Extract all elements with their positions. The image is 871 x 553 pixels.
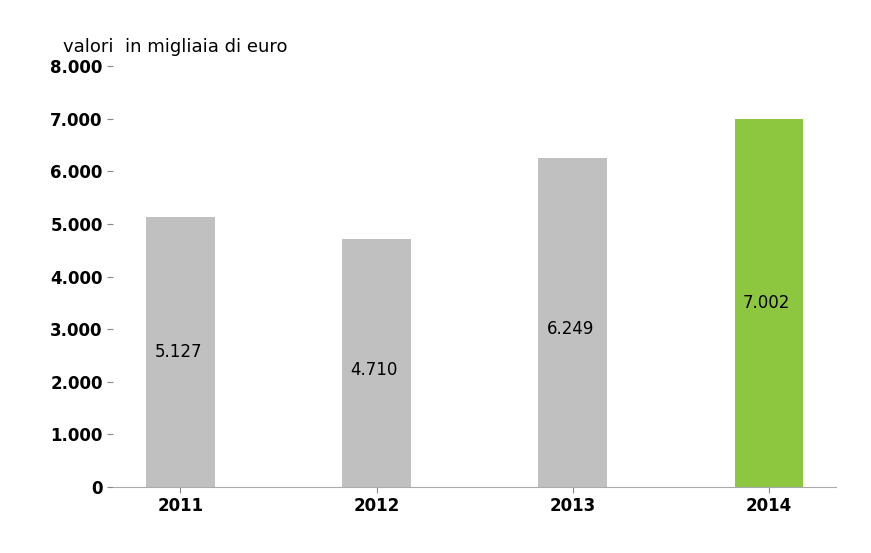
Text: valori  in migliaia di euro: valori in migliaia di euro: [63, 39, 287, 56]
Bar: [146, 217, 215, 487]
Text: 4.710: 4.710: [350, 361, 398, 379]
Text: 5.127: 5.127: [154, 343, 202, 361]
Bar: [734, 119, 803, 487]
Bar: [342, 239, 411, 487]
Text: 7.002: 7.002: [743, 294, 790, 312]
Text: 6.249: 6.249: [547, 320, 594, 338]
Bar: [538, 158, 607, 487]
